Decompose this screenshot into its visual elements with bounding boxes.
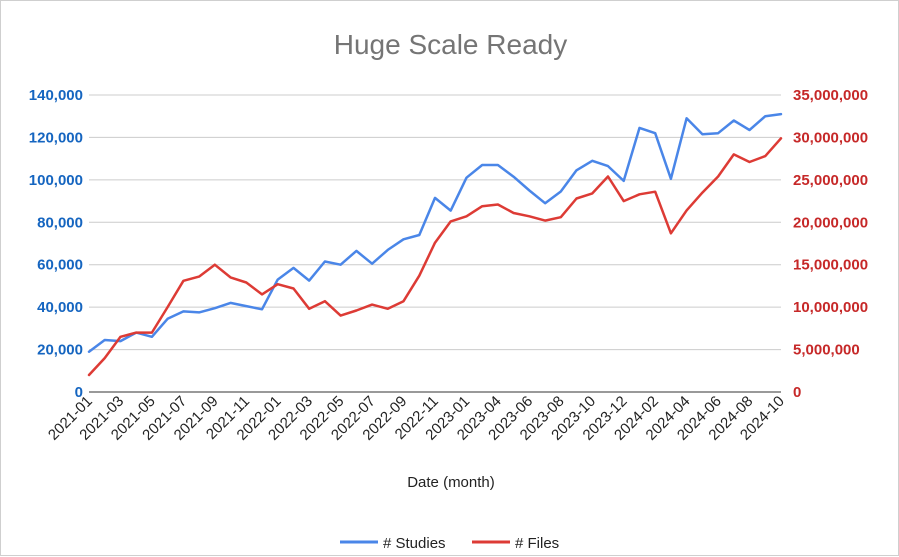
- y-tick-right: 0: [793, 384, 801, 401]
- legend-label: # Studies: [383, 535, 446, 552]
- series-line-studies: [87, 112, 783, 353]
- y-tick-right: 30,000,000: [793, 129, 868, 146]
- y-tick-left: 120,000: [29, 129, 83, 146]
- legend-label: # Files: [515, 535, 559, 552]
- y-tick-left: 20,000: [37, 342, 83, 359]
- y-tick-right: 25,000,000: [793, 172, 868, 189]
- y-tick-left: 0: [75, 384, 83, 401]
- y-tick-right: 35,000,000: [793, 87, 868, 104]
- x-axis-label: Date (month): [407, 474, 495, 491]
- y-tick-left: 60,000: [37, 257, 83, 274]
- y-tick-left: 140,000: [29, 87, 83, 104]
- y-tick-right: 5,000,000: [793, 342, 860, 359]
- y-tick-left: 80,000: [37, 214, 83, 231]
- y-tick-right: 20,000,000: [793, 214, 868, 231]
- y-tick-right: 10,000,000: [793, 299, 868, 316]
- series-line-files: [87, 137, 783, 377]
- y-tick-left: 40,000: [37, 299, 83, 316]
- chart-title: Huge Scale Ready: [333, 29, 568, 60]
- y-tick-right: 15,000,000: [793, 257, 868, 274]
- y-tick-left: 100,000: [29, 172, 83, 189]
